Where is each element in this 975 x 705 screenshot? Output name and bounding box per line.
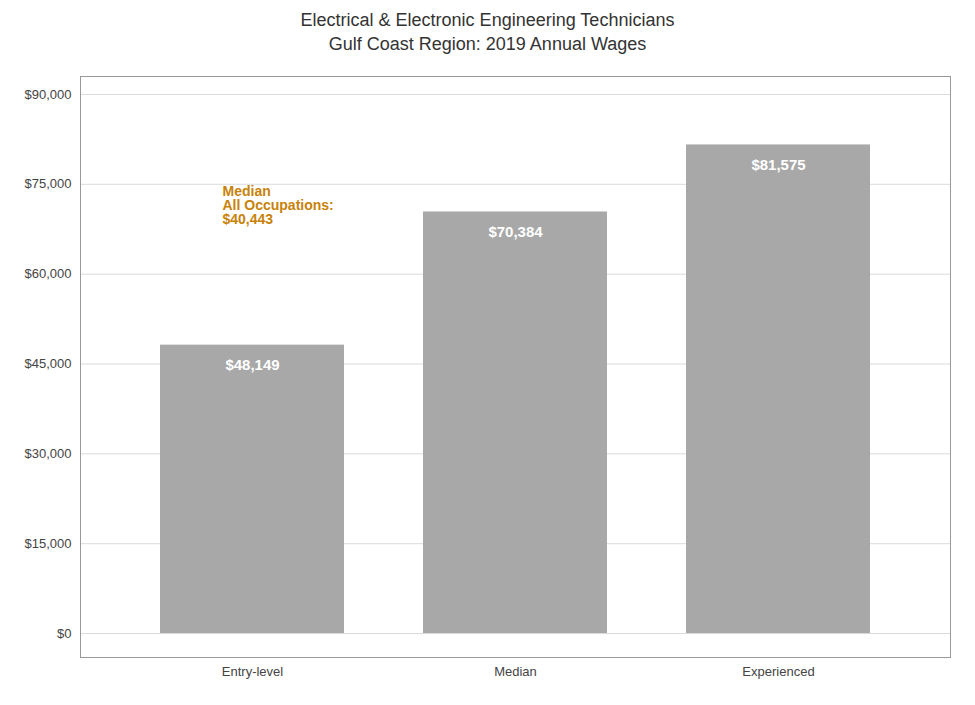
svg-text:$60,000: $60,000 [25,266,72,281]
svg-text:Median: Median [494,664,537,679]
html-text:Electrical & Electronic Engine: Electrical & Electronic Engineering Tech… [300,10,675,30]
svg-text:$70,384: $70,384 [488,223,543,240]
svg-text:$15,000: $15,000 [25,536,72,551]
svg-text:$81,575: $81,575 [751,156,805,173]
svg-text:$0: $0 [57,626,71,641]
svg-text:MedianAll Occupations:$40,443: MedianAll Occupations:$40,443 [223,183,334,227]
svg-text:$30,000: $30,000 [25,446,72,461]
svg-text:$45,000: $45,000 [25,356,72,371]
html-text:Gulf Coast Region: 2019 Annual: Gulf Coast Region: 2019 Annual Wages [328,34,647,54]
svg-text:$90,000: $90,000 [25,87,72,102]
svg-text:Entry-level: Entry-level [222,664,284,679]
svg-text:Experienced: Experienced [742,664,814,679]
svg-text:$75,000: $75,000 [25,176,72,191]
svg-text:$48,149: $48,149 [225,356,279,373]
